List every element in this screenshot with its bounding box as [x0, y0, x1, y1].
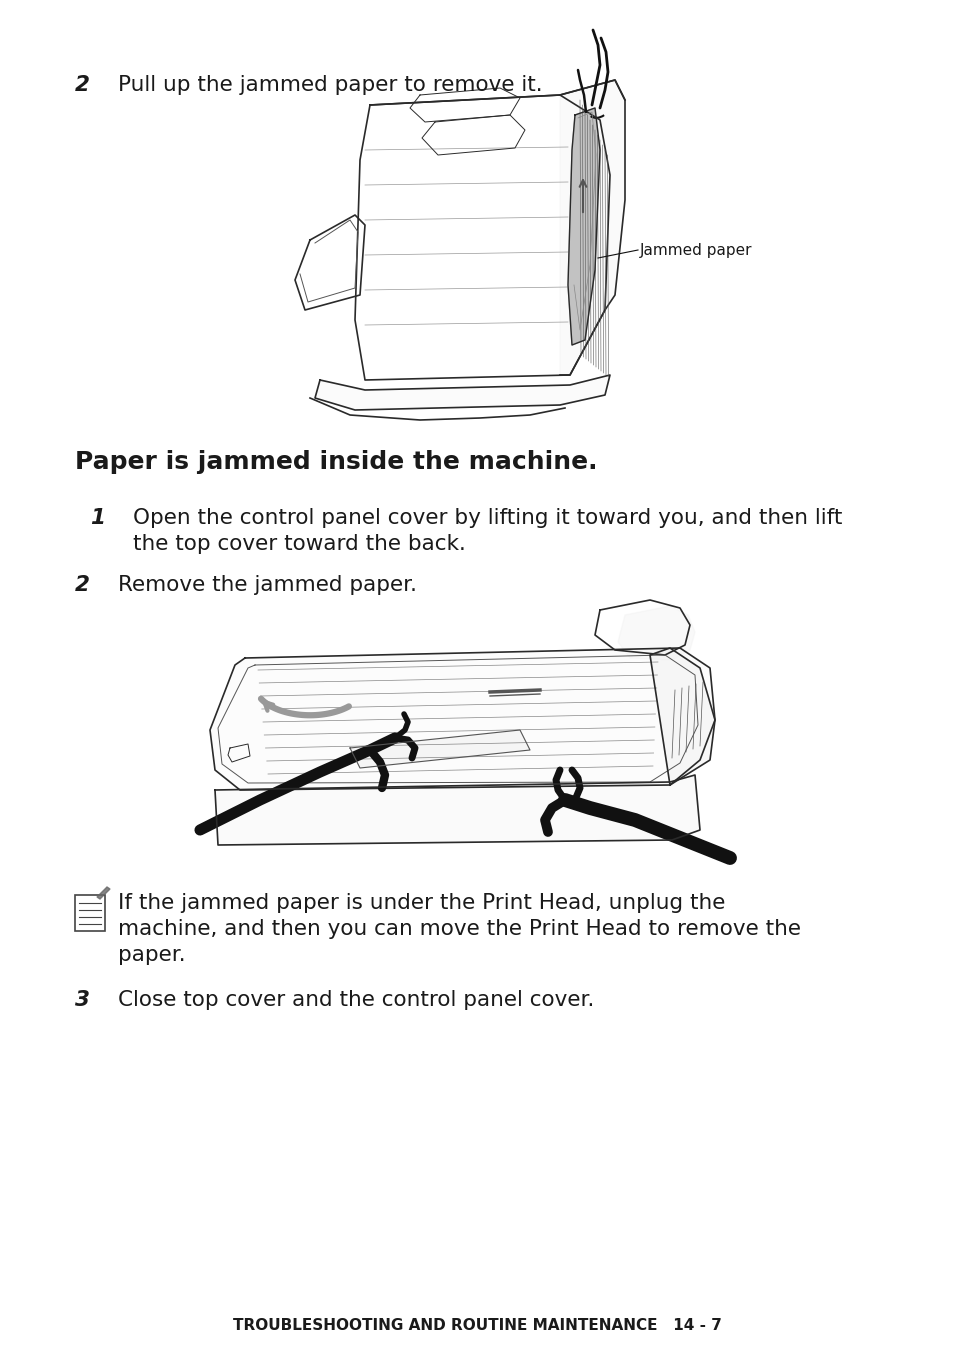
Text: Close top cover and the control panel cover.: Close top cover and the control panel co…: [118, 990, 594, 1010]
FancyBboxPatch shape: [75, 895, 105, 932]
Polygon shape: [214, 775, 700, 845]
Polygon shape: [559, 80, 624, 375]
Text: Paper is jammed inside the machine.: Paper is jammed inside the machine.: [75, 450, 597, 475]
Text: If the jammed paper is under the Print Head, unplug the: If the jammed paper is under the Print H…: [118, 894, 724, 913]
Polygon shape: [97, 887, 110, 899]
Polygon shape: [618, 606, 695, 660]
Text: the top cover toward the back.: the top cover toward the back.: [132, 534, 465, 554]
Text: 2: 2: [75, 74, 90, 95]
Polygon shape: [350, 730, 530, 768]
Text: paper.: paper.: [118, 945, 186, 965]
Text: Remove the jammed paper.: Remove the jammed paper.: [118, 575, 416, 595]
Text: machine, and then you can move the Print Head to remove the: machine, and then you can move the Print…: [118, 919, 801, 940]
Text: 2: 2: [75, 575, 90, 595]
Text: Pull up the jammed paper to remove it.: Pull up the jammed paper to remove it.: [118, 74, 542, 95]
Text: TROUBLESHOOTING AND ROUTINE MAINTENANCE   14 - 7: TROUBLESHOOTING AND ROUTINE MAINTENANCE …: [233, 1318, 720, 1333]
Text: Jammed paper: Jammed paper: [639, 242, 752, 257]
Text: 3: 3: [75, 990, 90, 1010]
Polygon shape: [567, 108, 599, 345]
Polygon shape: [210, 648, 714, 790]
Polygon shape: [314, 375, 609, 410]
Text: Open the control panel cover by lifting it toward you, and then lift: Open the control panel cover by lifting …: [132, 508, 841, 529]
Polygon shape: [649, 648, 714, 786]
Text: 1: 1: [90, 508, 105, 529]
